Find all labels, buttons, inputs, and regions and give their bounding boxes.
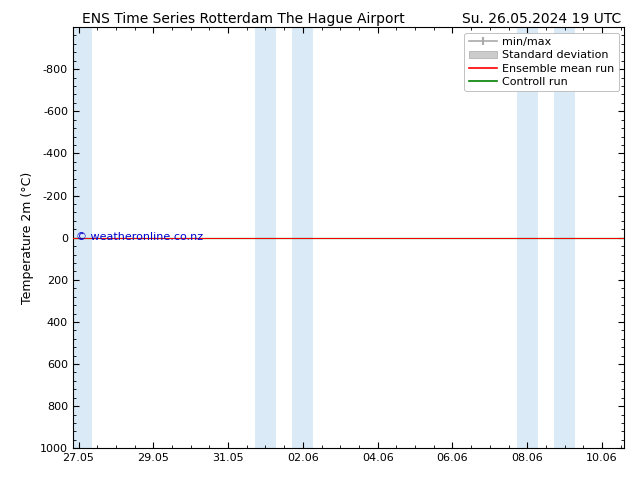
Bar: [517, 27, 538, 448]
Text: © weatheronline.co.nz: © weatheronline.co.nz: [75, 232, 203, 243]
Bar: [292, 27, 313, 448]
Bar: [255, 27, 276, 448]
Y-axis label: Temperature 2m (°C): Temperature 2m (°C): [22, 172, 34, 304]
Legend: min/max, Standard deviation, Ensemble mean run, Controll run: min/max, Standard deviation, Ensemble me…: [465, 32, 619, 92]
Text: Su. 26.05.2024 19 UTC: Su. 26.05.2024 19 UTC: [462, 12, 621, 26]
Bar: [73, 27, 91, 448]
Bar: [554, 27, 575, 448]
Text: ENS Time Series Rotterdam The Hague Airport: ENS Time Series Rotterdam The Hague Airp…: [82, 12, 405, 26]
